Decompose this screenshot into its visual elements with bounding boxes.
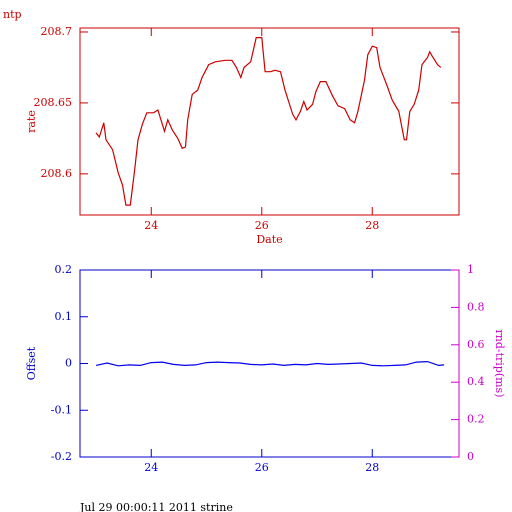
chart-title: ntp <box>3 8 22 21</box>
data-line <box>95 360 445 367</box>
y-tick-label: 0 <box>65 357 72 370</box>
x-tick-label: 26 <box>255 461 269 474</box>
y-tick-label: 208.7 <box>41 25 73 38</box>
y-tick-label: 208.65 <box>34 96 73 109</box>
x-tick-label: 28 <box>365 219 379 232</box>
y2-tick-label: 0.2 <box>467 413 485 426</box>
data-line <box>95 37 442 206</box>
footer: Jul 29 00:00:11 2011 strine <box>79 501 233 512</box>
x-tick-label: 26 <box>255 219 269 232</box>
y-axis-label: Offset <box>25 346 38 380</box>
y-tick-label: 0.1 <box>55 310 73 323</box>
plot-frame <box>79 27 460 216</box>
y2-axis-label: rnd-trip(ms) <box>493 330 506 398</box>
plot-frame <box>79 269 460 458</box>
y2-tick-label: 0.8 <box>467 300 485 313</box>
y2-tick-label: 0.6 <box>467 338 485 351</box>
y2-tick-label: 0 <box>467 450 474 463</box>
y2-tick-label: 1 <box>467 263 474 276</box>
x-tick-label: 28 <box>365 461 379 474</box>
x-tick-label: 24 <box>144 219 158 232</box>
y-tick-label: -0.1 <box>51 403 72 416</box>
x-axis-label: Date <box>256 233 282 246</box>
y2-tick-label: 0.4 <box>467 375 485 388</box>
y-tick-label: 208.6 <box>41 167 73 180</box>
y-axis-label: rate <box>25 110 38 133</box>
x-tick-label: 24 <box>144 461 158 474</box>
y-tick-label: -0.2 <box>51 450 72 463</box>
y-tick-label: 0.2 <box>55 263 73 276</box>
